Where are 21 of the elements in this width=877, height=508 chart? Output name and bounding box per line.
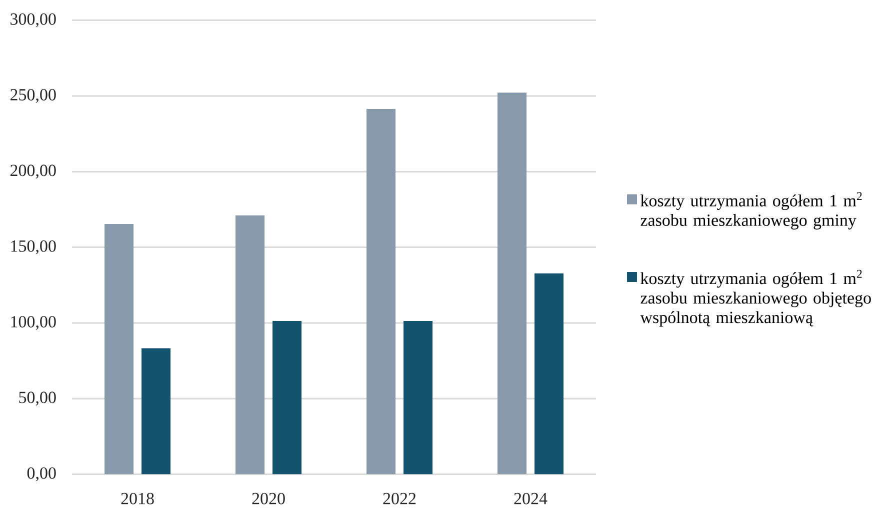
bar — [534, 273, 564, 474]
x-tick-label: 2022 — [383, 492, 416, 504]
y-tick-label: 100,00 — [11, 316, 56, 330]
bar — [498, 92, 527, 474]
legend-label: koszty utrzymania ogółem 1 m$^{2}$ zasobu mieszkaniowego objętego wspólnotą mieszkaniową — [640, 270, 871, 327]
bar — [142, 348, 171, 474]
y-tick-label: 300,00 — [10, 13, 56, 28]
bar — [236, 215, 265, 474]
x-tick-label: 2018 — [121, 492, 154, 504]
y-tick-label: 200,00 — [10, 164, 56, 179]
bar — [404, 320, 433, 474]
bar — [272, 320, 302, 474]
legend-label: koszty utrzymania ogółem 1 m$^{2}$ zasobu mieszkaniowego gminy — [640, 192, 862, 230]
x-tick-label: 2020 — [252, 492, 285, 504]
y-tick-label: 150,00 — [11, 240, 56, 254]
bar — [104, 224, 134, 474]
y-tick-label: 50,00 — [19, 392, 56, 406]
x-tick-label: 2024 — [514, 492, 548, 504]
y-tick-label: 250,00 — [10, 89, 56, 103]
bar — [366, 108, 396, 474]
y-tick-label: 0,00 — [27, 467, 56, 482]
